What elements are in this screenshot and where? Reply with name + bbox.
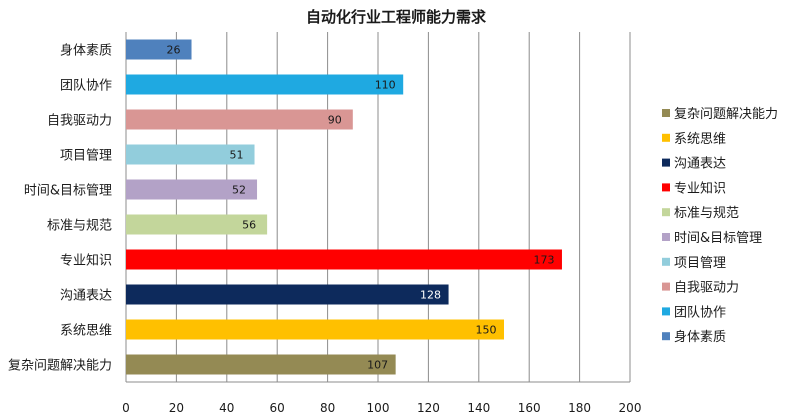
category-label: 自我驱动力	[47, 114, 112, 129]
data-label: 128	[420, 289, 441, 302]
bar	[126, 319, 504, 340]
category-label: 专业知识	[60, 253, 112, 269]
bar	[126, 249, 562, 270]
category-label: 项目管理	[60, 149, 112, 164]
data-label: 107	[367, 359, 388, 372]
legend-label: 系统思维	[674, 132, 726, 147]
bars: 26 110 90 51 52 56 173 128 150 107	[126, 39, 562, 375]
data-label: 90	[328, 114, 342, 127]
x-tick-label: 200	[619, 401, 642, 415]
legend-swatch	[662, 158, 670, 167]
x-tick-labels: 0 20 40 60 80 100 120 140 160 180 200	[122, 401, 641, 415]
legend-label: 专业知识	[674, 180, 726, 196]
data-label: 173	[533, 254, 554, 267]
x-tick-label: 140	[467, 401, 490, 415]
category-label: 团队协作	[60, 79, 112, 94]
category-label: 标准与规范	[47, 219, 112, 234]
legend-swatch	[662, 307, 670, 316]
x-tick-label: 80	[320, 401, 335, 415]
legend-label: 自我驱动力	[674, 281, 739, 296]
data-label: 26	[167, 44, 181, 57]
bar	[126, 354, 396, 375]
category-label: 沟通表达	[60, 289, 112, 304]
bar	[126, 284, 449, 305]
bar	[126, 109, 353, 130]
legend-label: 身体素质	[674, 329, 726, 345]
legend-swatch	[662, 282, 670, 291]
category-label: 系统思维	[60, 324, 112, 339]
data-label: 56	[242, 219, 256, 232]
bar	[126, 214, 268, 235]
legend-label: 复杂问题解决能力	[674, 107, 778, 122]
legend-swatch	[662, 183, 670, 192]
x-tick-label: 120	[417, 401, 440, 415]
legend-swatch	[662, 332, 670, 341]
legend-swatch	[662, 208, 670, 217]
legend-label: 时间&目标管理	[674, 231, 762, 246]
x-tick-label: 0	[122, 401, 130, 415]
bar	[126, 74, 404, 95]
legend-swatch	[662, 109, 670, 117]
category-labels: 身体素质团队协作自我驱动力项目管理时间&目标管理标准与规范专业知识沟通表达系统思…	[8, 43, 112, 374]
data-label: 52	[232, 184, 246, 197]
legend-swatch	[662, 233, 670, 241]
category-label: 时间&目标管理	[24, 184, 112, 199]
legend-label: 标准与规范	[674, 206, 739, 221]
x-tick-label: 100	[367, 401, 390, 415]
bar	[126, 39, 192, 60]
x-tick-label: 40	[219, 401, 234, 415]
category-label: 复杂问题解决能力	[8, 359, 112, 374]
x-tick-label: 160	[518, 401, 541, 415]
legend: 复杂问题解决能力系统思维沟通表达专业知识标准与规范时间&目标管理项目管理自我驱动…	[662, 107, 778, 345]
x-tick-label: 20	[169, 401, 184, 415]
bar	[126, 179, 258, 200]
category-label: 身体素质	[60, 43, 112, 59]
data-label: 51	[230, 149, 244, 162]
x-tick-label: 180	[568, 401, 591, 415]
legend-swatch	[662, 133, 670, 142]
legend-label: 沟通表达	[674, 157, 726, 172]
legend-label: 项目管理	[674, 256, 726, 271]
data-label: 110	[375, 79, 396, 92]
legend-label: 团队协作	[674, 305, 726, 320]
legend-swatch	[662, 257, 670, 266]
x-tick-label: 60	[270, 401, 285, 415]
bar	[126, 144, 255, 165]
data-label: 150	[476, 324, 497, 337]
chart-title: 自动化行业工程师能力需求	[306, 8, 487, 26]
